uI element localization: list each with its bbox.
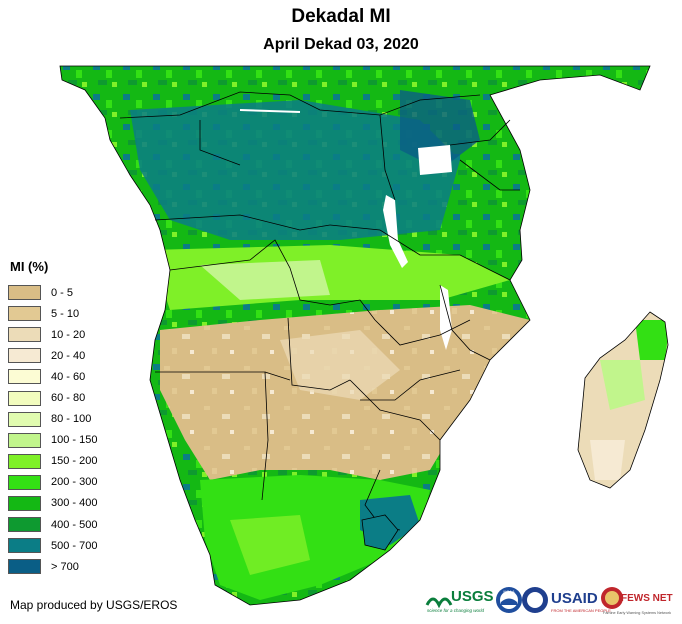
mainland-africa bbox=[60, 66, 650, 605]
legend-item: 80 - 100 bbox=[8, 409, 138, 430]
legend-swatch bbox=[8, 559, 41, 575]
legend-label: 80 - 100 bbox=[51, 413, 92, 426]
country-borders bbox=[59, 65, 669, 606]
usgs-logo: USGS science for a changing world bbox=[425, 588, 494, 613]
legend-label: > 700 bbox=[51, 560, 79, 573]
usaid-logo: USAID FROM THE AMERICAN PEOPLE bbox=[522, 587, 611, 613]
legend-label: 60 - 80 bbox=[51, 392, 86, 405]
legend-label: 150 - 200 bbox=[51, 455, 98, 468]
svg-text:USGS: USGS bbox=[451, 588, 494, 605]
madagascar bbox=[578, 312, 668, 488]
svg-text:science for a changing world: science for a changing world bbox=[427, 608, 485, 613]
svg-text:Famine Early Warning Systems N: Famine Early Warning Systems Network bbox=[603, 611, 671, 615]
legend-item: 150 - 200 bbox=[8, 451, 138, 472]
legend-label: 200 - 300 bbox=[51, 476, 98, 489]
legend-swatch bbox=[8, 538, 41, 554]
legend-swatch bbox=[8, 306, 41, 322]
legend-swatch bbox=[8, 495, 41, 511]
legend-label: 0 - 5 bbox=[51, 286, 74, 299]
fewsnet-logo: FEWS NET Famine Early Warning Systems Ne… bbox=[601, 587, 673, 615]
map-subtitle: April Dekad 03, 2020 bbox=[263, 36, 419, 53]
legend-item: 40 - 60 bbox=[8, 366, 138, 387]
legend-label: 100 - 150 bbox=[51, 434, 98, 447]
noaa-logo: NOAA bbox=[496, 587, 522, 613]
legend-item: 500 - 700 bbox=[8, 535, 138, 556]
legend-item: 300 - 400 bbox=[8, 493, 138, 514]
legend-item: 0 - 5 bbox=[8, 282, 138, 303]
svg-text:FEWS NET: FEWS NET bbox=[621, 593, 673, 604]
legend-swatch bbox=[8, 285, 41, 301]
legend-title: MI (%) bbox=[10, 259, 49, 274]
legend-label: 400 - 500 bbox=[51, 518, 98, 531]
legend-item: 400 - 500 bbox=[8, 514, 138, 535]
legend-item: 5 - 10 bbox=[8, 303, 138, 324]
legend-label: 40 - 60 bbox=[51, 370, 86, 383]
legend-item: 60 - 80 bbox=[8, 387, 138, 408]
legend: MI (%) 0 - 5 5 - 10 10 - 20 20 - 40 40 - 60 6… bbox=[8, 259, 138, 577]
legend-item: 20 - 40 bbox=[8, 345, 138, 366]
svg-text:NOAA: NOAA bbox=[503, 589, 515, 594]
legend-label: 500 - 700 bbox=[51, 539, 98, 552]
legend-item: 100 - 150 bbox=[8, 430, 138, 451]
legend-swatch bbox=[8, 432, 41, 448]
legend-item: 10 - 20 bbox=[8, 324, 138, 345]
lesotho-outline bbox=[361, 514, 399, 551]
legend-swatch bbox=[8, 348, 41, 364]
legend-swatch bbox=[8, 474, 41, 490]
legend-item: 200 - 300 bbox=[8, 472, 138, 493]
legend-swatch bbox=[8, 369, 41, 385]
agency-logos: USGS science for a changing world NOAA U… bbox=[425, 587, 673, 615]
svg-text:USAID: USAID bbox=[551, 590, 598, 607]
legend-label: 20 - 40 bbox=[51, 349, 86, 362]
legend-label: 300 - 400 bbox=[51, 497, 98, 510]
legend-swatch bbox=[8, 453, 41, 469]
credit-text: Map produced by USGS/EROS bbox=[10, 598, 178, 612]
legend-item: > 700 bbox=[8, 556, 138, 577]
legend-swatch bbox=[8, 390, 41, 406]
map-title: Dekadal MI bbox=[291, 6, 391, 27]
legend-label: 10 - 20 bbox=[51, 328, 86, 341]
legend-label: 5 - 10 bbox=[51, 307, 80, 320]
legend-swatch bbox=[8, 327, 41, 343]
legend-swatch bbox=[8, 411, 41, 427]
svg-text:FROM THE AMERICAN PEOPLE: FROM THE AMERICAN PEOPLE bbox=[551, 608, 611, 613]
legend-swatch bbox=[8, 517, 41, 533]
